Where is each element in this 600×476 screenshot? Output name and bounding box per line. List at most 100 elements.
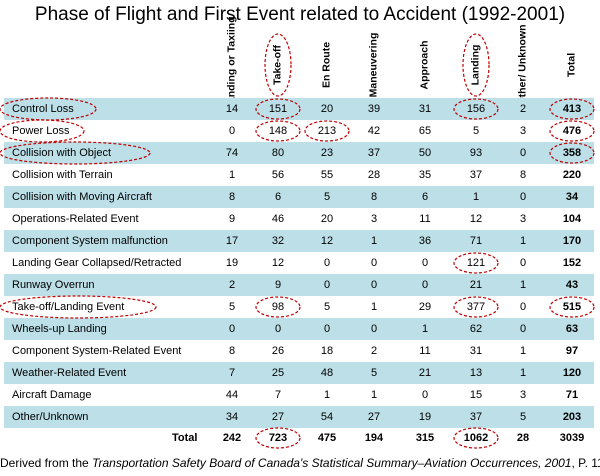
table-cell: 0 [370, 323, 378, 335]
table-cell: 13 [469, 367, 483, 379]
table-cell: 19 [225, 257, 239, 269]
table-cell: 0 [519, 147, 527, 159]
table-cell: 6 [421, 191, 429, 203]
table-cell: 34 [565, 191, 579, 203]
table-row: Component System malfunction 17 32 12 1 36 71 1… [4, 230, 594, 252]
table-cell: 8 [370, 191, 378, 203]
row-label: Other/Unknown [12, 411, 89, 423]
table-cell: 0 [274, 323, 282, 335]
row-label: Power Loss [12, 125, 70, 137]
row-label: Aircraft Damage [12, 389, 92, 401]
table-cell: 21 [469, 279, 483, 291]
table-cell: 43 [565, 279, 579, 291]
table-cell: 5 [323, 301, 331, 313]
column-header-landing: Landing [461, 34, 491, 96]
table-cell: 5 [519, 411, 527, 423]
row-label: Take-off/Landing Event [12, 301, 125, 313]
column-header-maneuvering: Maneuvering [359, 33, 389, 98]
table-cell: 1 [519, 235, 527, 247]
table-cell: 27 [271, 411, 285, 423]
row-label: Control Loss [12, 103, 74, 115]
table-cell: 26 [271, 345, 285, 357]
table-cell: 0 [323, 323, 331, 335]
table-cell: 3 [519, 389, 527, 401]
total-cell: 242 [222, 432, 242, 444]
table-cell: 28 [367, 169, 381, 181]
table-cell: 5 [323, 191, 331, 203]
table-cell: 62 [469, 323, 483, 335]
row-label: Runway Overrun [12, 279, 95, 291]
table-cell: 12 [469, 213, 483, 225]
total-cell: 723 [268, 432, 288, 444]
table-row: Control Loss 14 151 20 39 31 156 2 413 [4, 98, 594, 120]
table-cell: 5 [228, 301, 236, 313]
row-label: Landing Gear Collapsed/Retracted [12, 257, 182, 269]
table-cell: 32 [271, 235, 285, 247]
table-cell: 2 [228, 279, 236, 291]
total-cell: 1062 [463, 432, 489, 444]
total-cell: 194 [364, 432, 384, 444]
table-cell: 358 [562, 147, 582, 159]
table-cell: 65 [418, 125, 432, 137]
table-cell: 63 [565, 323, 579, 335]
table-cell: 37 [367, 147, 381, 159]
row-label: Component System-Related Event [12, 345, 182, 357]
table-row: Aircraft Damage 44 7 1 1 0 15 3 71 [4, 384, 594, 406]
table-cell: 1 [519, 345, 527, 357]
table-cell: 54 [320, 411, 334, 423]
row-label: Weather-Related Event [12, 367, 127, 379]
source-footer: Derived from the Transportation Safety B… [0, 456, 600, 470]
table-cell: 50 [418, 147, 432, 159]
table-cell: 46 [271, 213, 285, 225]
total-cell: 315 [415, 432, 435, 444]
table-row: Power Loss 0 148 213 42 65 5 3 476 [4, 120, 594, 142]
table-cell: 0 [519, 323, 527, 335]
table-cell: 213 [317, 125, 337, 137]
table-row: Component System-Related Event 8 26 18 2 11 31… [4, 340, 594, 362]
table-cell: 0 [323, 279, 331, 291]
table-cell: 37 [469, 411, 483, 423]
table-cell: 42 [367, 125, 381, 137]
table-cell: 37 [469, 169, 483, 181]
table-cell: 55 [320, 169, 334, 181]
total-row: Total 242 723 475 194 315 1062 28 3039 [4, 430, 594, 446]
row-label: Collision with Object [12, 147, 112, 159]
column-header-label: Landing [469, 44, 482, 86]
table-cell: 56 [271, 169, 285, 181]
table-cell: 1 [370, 301, 378, 313]
table-row: Take-off/Landing Event 5 98 5 1 29 377 0 515 [4, 296, 594, 318]
table-cell: 515 [562, 301, 582, 313]
row-label: Collision with Moving Aircraft [12, 191, 152, 203]
table-cell: 152 [562, 257, 582, 269]
table-row: Other/Unknown 34 27 54 27 19 37 5 203 [4, 406, 594, 428]
table-cell: 1 [370, 235, 378, 247]
column-header-label: En Route [320, 41, 333, 89]
table-cell: 121 [466, 257, 486, 269]
table-cell: 29 [418, 301, 432, 313]
column-header-label: Other/ Unknown [516, 24, 529, 106]
table-cell: 413 [562, 103, 582, 115]
table-cell: 203 [562, 411, 582, 423]
table-cell: 148 [268, 125, 288, 137]
table-row: Operations-Related Event 9 46 20 3 11 12 3 104 [4, 208, 594, 230]
table-cell: 120 [562, 367, 582, 379]
table-cell: 15 [469, 389, 483, 401]
table-cell: 3 [370, 213, 378, 225]
table-cell: 20 [320, 103, 334, 115]
table-cell: 0 [370, 279, 378, 291]
table-cell: 36 [418, 235, 432, 247]
table-cell: 0 [323, 257, 331, 269]
table-cell: 3 [519, 125, 527, 137]
table-row: Collision with Object 74 80 23 37 50 93 0 358 [4, 142, 594, 164]
footer-source: Transportation Safety Board of Canada's … [92, 456, 572, 470]
table-cell: 1 [519, 367, 527, 379]
table-cell: 20 [320, 213, 334, 225]
table-cell: 98 [271, 301, 285, 313]
table-cell: 0 [228, 125, 236, 137]
table-cell: 34 [225, 411, 239, 423]
table-cell: 0 [421, 257, 429, 269]
table-cell: 7 [274, 389, 282, 401]
total-row-label: Total [172, 432, 198, 444]
column-header-label: Take-off [271, 44, 284, 86]
table-cell: 25 [271, 367, 285, 379]
